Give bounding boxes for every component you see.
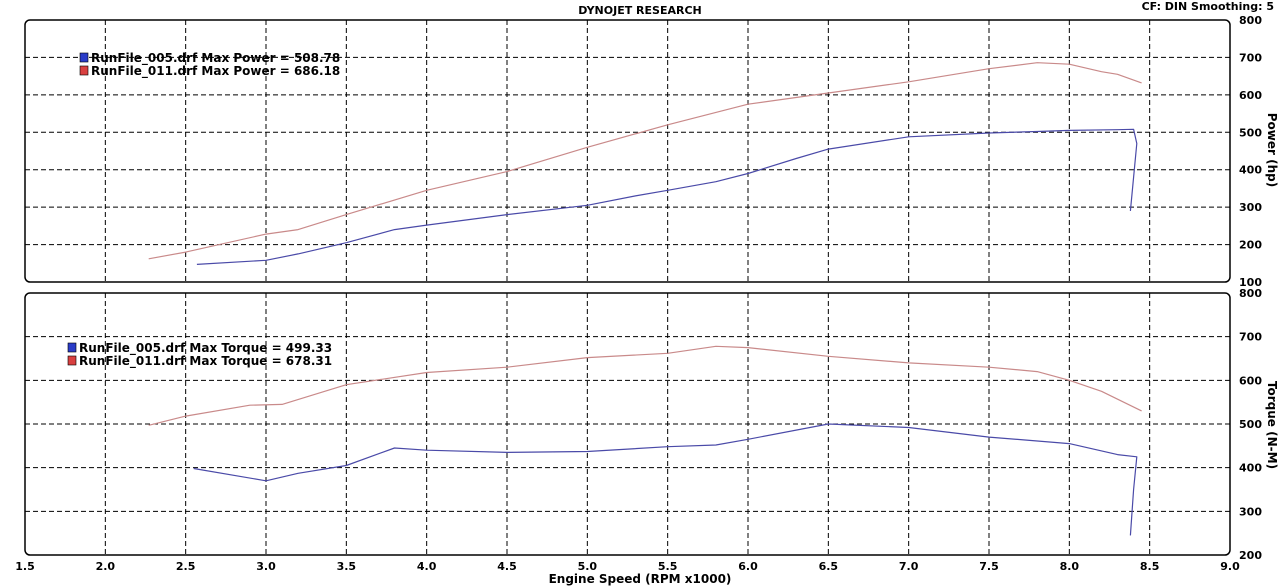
legend-entry: RunFile_011.drf Max Torque = 678.31 (79, 354, 332, 369)
torque-panel: 200 300 400 500 600 700 800 1.5 2.0 2.5 3.0 3.5 4.0 4… (15, 287, 1279, 586)
plot-frame (24, 19, 1231, 283)
x-tick-label: 7.0 (899, 560, 919, 573)
y-tick-label: 200 (1239, 239, 1262, 252)
y-tick-label: 400 (1239, 164, 1262, 177)
x-tick-label: 5.0 (578, 560, 598, 573)
x-tick-label: 2.0 (96, 560, 116, 573)
y-tick-label: 700 (1239, 51, 1262, 64)
y-tick-label: 300 (1239, 201, 1262, 214)
x-axis-title: Engine Speed (RPM x1000) (549, 572, 732, 586)
series-line (193, 423, 1138, 536)
legend-entry: RunFile_005.drf Max Power = 508.78 (91, 51, 340, 66)
power-panel: 100 200 300 400 500 600 700 800 Power (hp) RunFil… (24, 14, 1279, 289)
x-tick-label: 4.0 (417, 560, 437, 573)
x-tick-label: 8.0 (1060, 560, 1080, 573)
x-tick-label: 6.5 (819, 560, 839, 573)
x-tick-label: 2.5 (176, 560, 196, 573)
series-line (148, 345, 1142, 426)
x-tick-label: 3.0 (256, 560, 276, 573)
legend-swatch (67, 355, 77, 366)
x-tick-label: 4.5 (497, 560, 517, 573)
x-tick-label: 5.5 (658, 560, 678, 573)
y-axis-title: Torque (N-M) (1265, 381, 1279, 469)
y-tick-label: 100 (1239, 276, 1262, 289)
x-tick-label: 9.0 (1220, 560, 1240, 573)
legend-entry: RunFile_011.drf Max Power = 686.18 (91, 64, 340, 79)
y-tick-label: 700 (1239, 331, 1262, 344)
series-line (148, 62, 1142, 260)
x-tick-label: 6.0 (738, 560, 758, 573)
y-tick-label: 300 (1239, 505, 1262, 518)
legend-swatch (79, 52, 89, 63)
y-tick-label: 500 (1239, 418, 1262, 431)
legend-entry: RunFile_005.drf Max Torque = 499.33 (79, 341, 332, 356)
y-tick-label: 600 (1239, 374, 1262, 387)
y-tick-label: 200 (1239, 549, 1262, 562)
y-tick-label: 500 (1239, 126, 1262, 139)
x-tick-label: 8.5 (1140, 560, 1160, 573)
x-tick-label: 1.5 (15, 560, 35, 573)
legend-swatch (79, 65, 89, 76)
y-tick-label: 400 (1239, 462, 1262, 475)
y-tick-label: 600 (1239, 89, 1262, 102)
x-tick-label: 7.5 (979, 560, 999, 573)
y-axis-title: Power (hp) (1265, 113, 1279, 187)
y-tick-label: 800 (1239, 14, 1262, 27)
correction-label: CF: DIN Smoothing: 5 (1142, 0, 1274, 13)
x-tick-label: 3.5 (337, 560, 357, 573)
legend-swatch (67, 342, 77, 353)
chart-title: DYNOJET RESEARCH (578, 4, 701, 17)
series-line (196, 128, 1138, 265)
y-tick-label: 800 (1239, 287, 1262, 300)
